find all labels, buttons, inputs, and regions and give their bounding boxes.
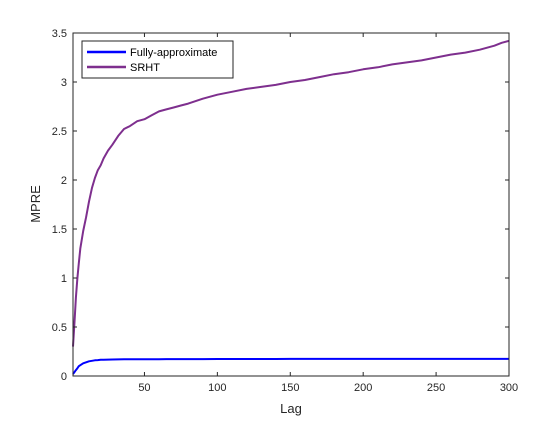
y-tick-label: 3.5	[52, 28, 67, 40]
y-tick-label: 0	[61, 371, 67, 383]
series-line-1	[72, 39, 510, 347]
series-layer	[72, 39, 510, 375]
x-tick-label: 300	[500, 382, 518, 394]
x-tick-label: 100	[208, 382, 226, 394]
y-tick-label: 2	[61, 175, 67, 187]
legend-label-1: SRHT	[130, 62, 160, 74]
legend-box	[81, 40, 234, 79]
y-axis-label: MPRE	[28, 185, 43, 223]
legend: Fully-approximate SRHT	[81, 40, 234, 79]
x-tick-label: 250	[427, 382, 445, 394]
x-tick-label: 50	[138, 382, 150, 394]
axis-layer: 50 100 150 200 250 300 0 0.5 1 1.5 2 2.5 3 3.5	[52, 28, 518, 394]
x-tick-label: 150	[281, 382, 299, 394]
x-axis-label: Lag	[280, 401, 302, 416]
plot-area	[73, 33, 509, 376]
y-tick-label: 0.5	[52, 322, 67, 334]
y-tick-label: 3	[61, 77, 67, 89]
y-tick-label: 1.5	[52, 224, 67, 236]
plot-frame	[72, 32, 510, 377]
x-tick-label: 200	[354, 382, 372, 394]
y-tick-label: 1	[61, 273, 67, 285]
series-line-0	[72, 357, 509, 375]
legend-label-0: Fully-approximate	[130, 47, 217, 59]
y-tick-label: 2.5	[52, 126, 67, 138]
